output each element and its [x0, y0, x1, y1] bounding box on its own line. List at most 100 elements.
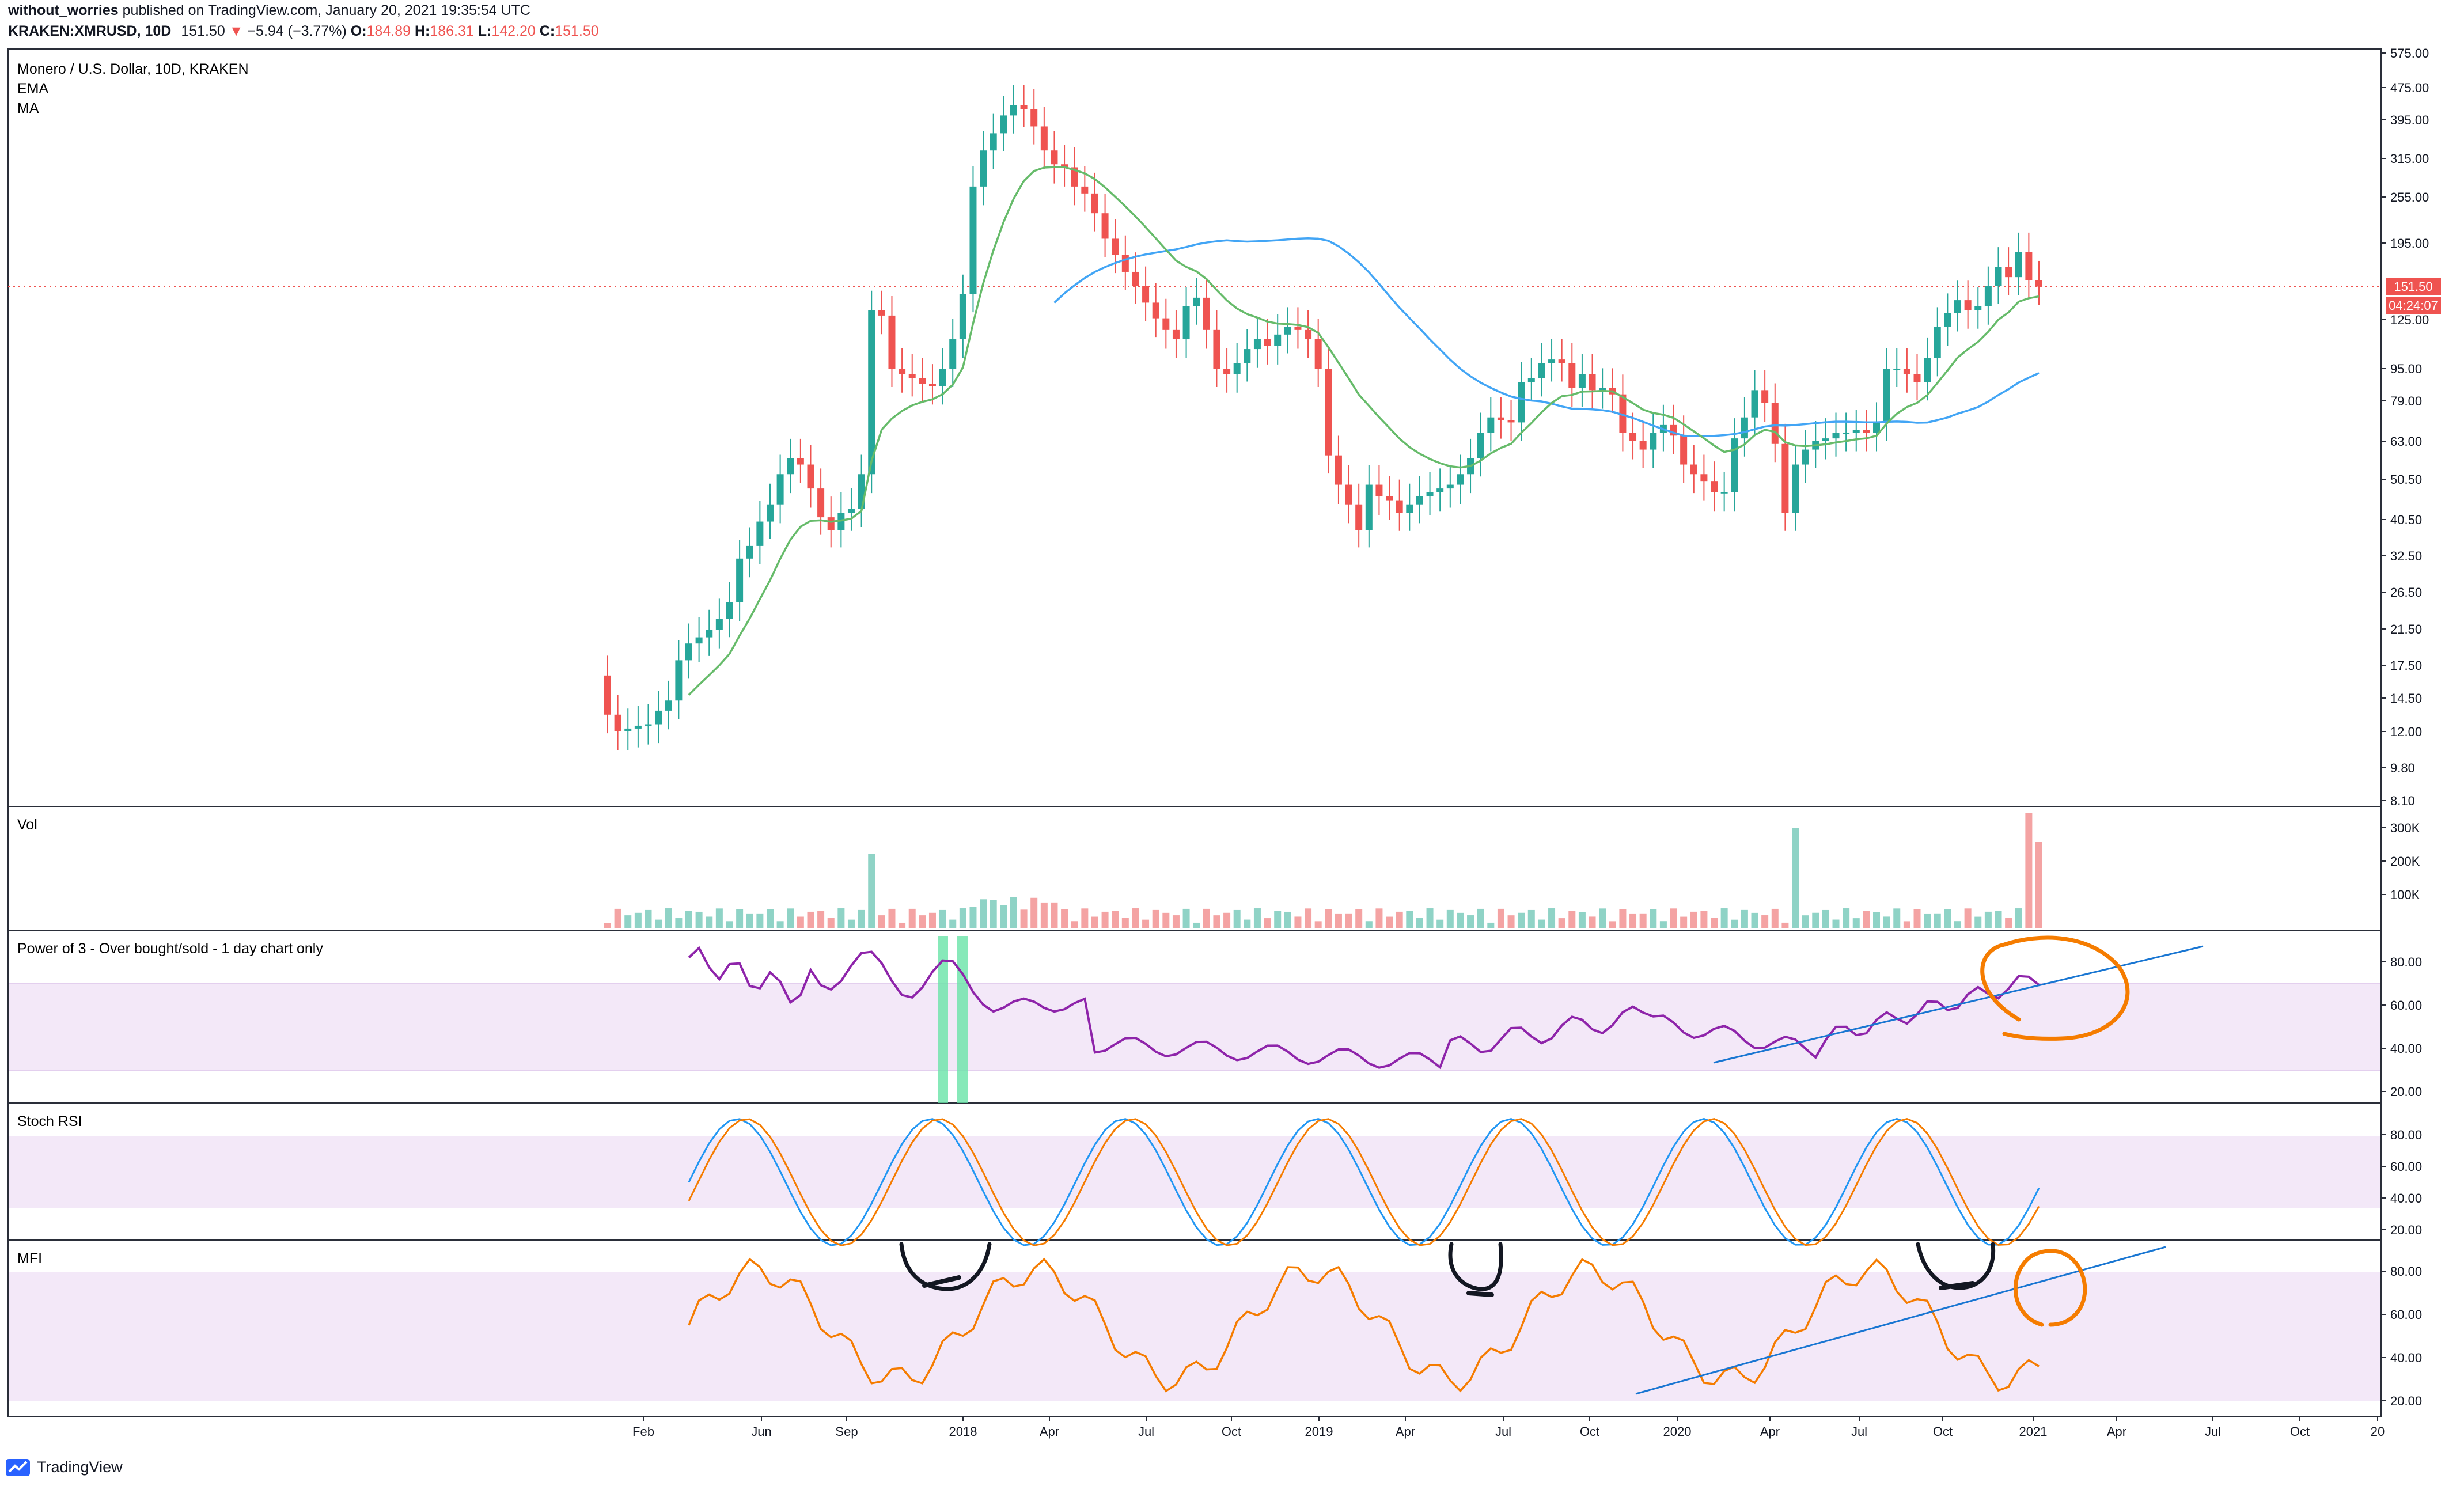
volume-bar	[928, 912, 936, 928]
volume-bar	[1843, 908, 1850, 928]
volume-bar	[1731, 919, 1738, 928]
candle-body	[1101, 213, 1109, 239]
power3-line	[688, 946, 2040, 1070]
candle-body	[1802, 449, 1809, 465]
volume-bar	[1527, 909, 1535, 928]
osc-axis-label: 80.00	[2390, 955, 2422, 969]
volume-bar	[1761, 915, 1769, 928]
volume-bar	[1446, 909, 1454, 928]
volume-bar	[1244, 919, 1251, 928]
orange-circle-annotation-power3[interactable]	[1980, 935, 2130, 1041]
close-value: 151.50	[555, 23, 599, 39]
volume-bar	[1284, 911, 1291, 928]
volume-bar	[1924, 913, 1931, 928]
osc-axis-label: 60.00	[2390, 998, 2422, 1013]
price-axis-label: 63.00	[2390, 434, 2422, 449]
mfi-pane-title[interactable]: MFI	[17, 1250, 42, 1267]
candle-body	[604, 675, 611, 715]
candle-body	[1061, 164, 1068, 168]
candle-body	[990, 133, 997, 151]
high-label: H:	[414, 23, 430, 39]
volume-axis[interactable]: 300K 200K 100K	[2381, 821, 2420, 902]
candle-body	[1893, 369, 1901, 370]
candle-body	[1386, 496, 1393, 501]
volume-bar	[1487, 922, 1495, 928]
volume-bar	[1436, 919, 1444, 928]
volume-bar	[1507, 915, 1515, 928]
candle-body	[645, 724, 652, 726]
candle-body	[715, 619, 723, 630]
candle-body	[665, 700, 672, 711]
last-price-badge-text: 151.50	[2394, 279, 2432, 294]
price-axis[interactable]: 575.00 475.00 395.00 315.00 255.00 195.00 125.…	[2381, 46, 2429, 808]
candle-body	[1873, 422, 1881, 433]
ma-legend[interactable]: MA	[17, 100, 39, 116]
candle-body	[1680, 435, 1688, 465]
candle-body	[1182, 306, 1190, 340]
price-axis-label: 12.00	[2390, 725, 2422, 739]
volume-bar	[726, 921, 733, 928]
power3-band	[9, 984, 2380, 1070]
osc-axis-label: 40.00	[2390, 1351, 2422, 1365]
candle-body	[1771, 403, 1779, 444]
oscillator-axes[interactable]: 80.00 60.00 40.00 20.00 80.00 60.00 40.00 20.00…	[2381, 955, 2422, 1408]
volume-axis-label: 200K	[2390, 854, 2420, 869]
candle-body	[1345, 484, 1352, 505]
power3-pane-title[interactable]: Power of 3 - Over bought/sold - 1 day ch…	[17, 941, 323, 957]
orange-circle-annotation-mfi[interactable]	[2013, 1249, 2087, 1327]
volume-bar	[919, 915, 926, 928]
candle-body	[847, 508, 855, 513]
open-value: 184.89	[366, 23, 411, 39]
time-axis-label: Oct	[2290, 1424, 2310, 1439]
osc-axis-label: 20.00	[2390, 1394, 2422, 1408]
osc-axis-label: 40.00	[2390, 1041, 2422, 1056]
candle-body	[1751, 390, 1758, 418]
time-axis-label: 2018	[949, 1424, 977, 1439]
author-name[interactable]: without_worries	[8, 2, 119, 18]
volume-bar	[1629, 913, 1637, 928]
mfi-trendline[interactable]	[1635, 1246, 2166, 1395]
volume-bar	[1538, 919, 1545, 928]
candle-body	[807, 464, 814, 489]
osc-axis-label: 60.00	[2390, 1159, 2422, 1174]
volume-bar	[899, 922, 906, 928]
volume-bar	[1081, 908, 1089, 928]
candle-body	[1852, 430, 1860, 433]
volume-bar	[1193, 922, 1200, 928]
volume-bar	[1893, 908, 1901, 928]
stoch-pane-title[interactable]: Stoch RSI	[17, 1113, 82, 1129]
overbought-highlight-1	[938, 936, 948, 1103]
price-axis-label: 32.50	[2390, 549, 2422, 563]
symbol-title[interactable]: KRAKEN:XMRUSD, 10D	[8, 23, 172, 39]
volume-bar	[1325, 909, 1332, 928]
volume-bar	[827, 918, 835, 928]
candle-body	[787, 458, 794, 475]
tradingview-footer[interactable]: TradingView	[5, 1455, 123, 1479]
chart-border	[7, 48, 2382, 1417]
time-axis-label: Oct	[1933, 1424, 1953, 1439]
candle-body	[1924, 358, 1931, 382]
candle-body	[868, 310, 875, 475]
volume-bar	[908, 908, 916, 928]
stoch-k-line	[688, 1117, 2040, 1246]
volume-bar	[1711, 918, 1718, 928]
black-arc-annotation-1[interactable]	[899, 1242, 992, 1291]
volume-bar	[1121, 918, 1129, 928]
mfi-line	[688, 1257, 2040, 1393]
black-arc-annotation-3[interactable]	[1916, 1242, 1996, 1290]
ema-line	[688, 166, 2040, 696]
volume-bar	[1903, 921, 1910, 928]
close-label: C:	[539, 23, 555, 39]
candle-body	[1172, 329, 1180, 340]
vol-pane-title[interactable]: Vol	[17, 817, 37, 833]
black-arc-annotation-2[interactable]	[1448, 1242, 1503, 1291]
power3-trendline[interactable]	[1713, 945, 2204, 1064]
volume-bar	[1040, 902, 1048, 928]
time-axis[interactable]: Feb Jun Sep 2018 Apr Jul Oct 2019 Apr Jul Oct 2020 A…	[632, 1417, 2385, 1439]
volume-bar	[715, 908, 723, 928]
candle-body	[1132, 271, 1139, 286]
volume-bar	[1386, 916, 1393, 928]
volume-bar	[736, 909, 744, 928]
ema-legend[interactable]: EMA	[17, 81, 49, 97]
